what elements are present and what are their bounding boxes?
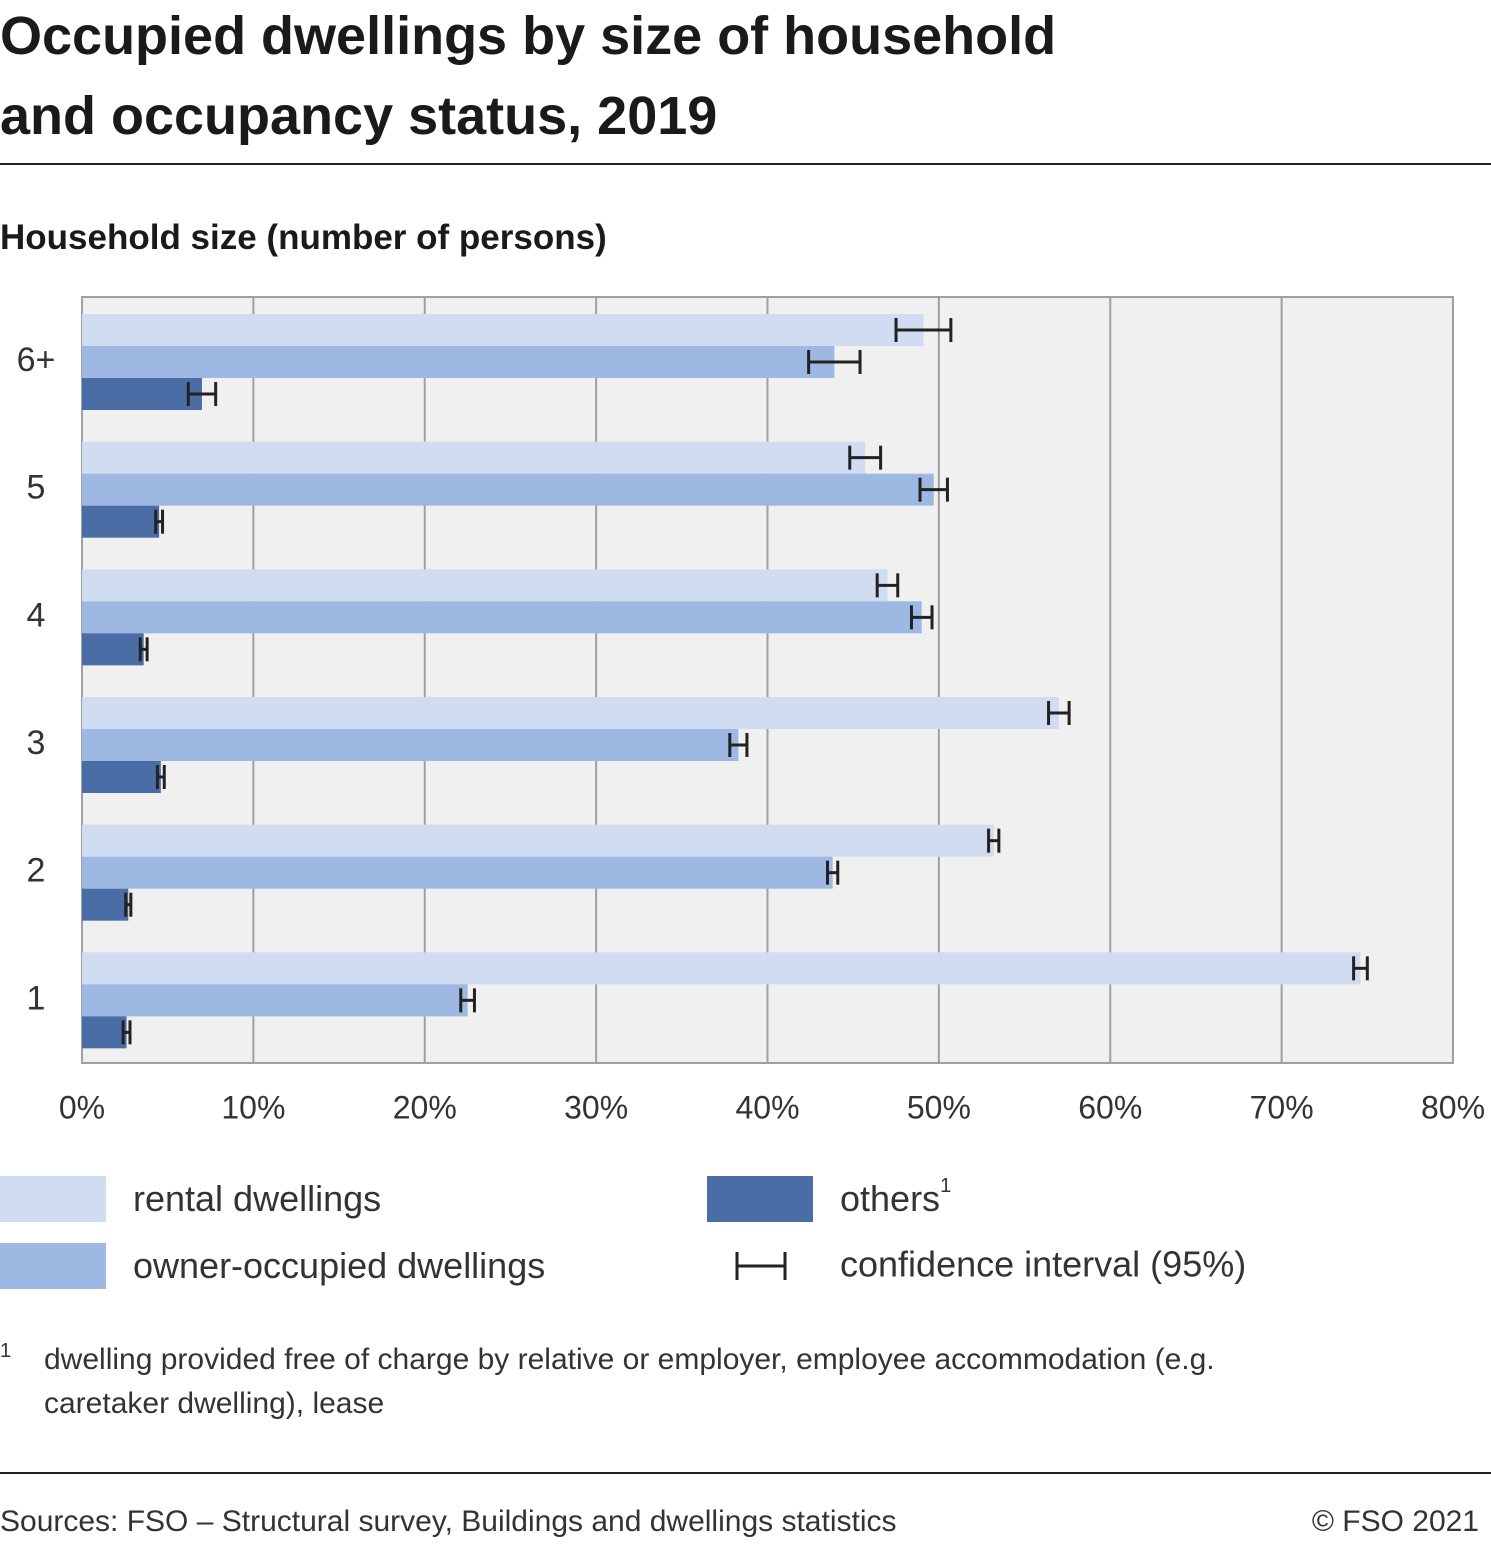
bar bbox=[82, 505, 160, 538]
error-bar bbox=[909, 605, 934, 630]
legend-swatch bbox=[0, 1243, 106, 1289]
bar bbox=[82, 441, 866, 474]
error-bar bbox=[728, 733, 749, 757]
bar bbox=[82, 729, 739, 761]
error-bar bbox=[1352, 956, 1369, 981]
legend-label: rental dwellings bbox=[133, 1178, 381, 1219]
legend-error-icon bbox=[735, 1252, 787, 1280]
legend-swatch bbox=[707, 1176, 813, 1222]
error-bar bbox=[155, 765, 166, 789]
footnote-text: dwelling provided free of charge by rela… bbox=[44, 1343, 1215, 1420]
bar bbox=[82, 984, 468, 1017]
y-tick-label: 1 bbox=[27, 979, 46, 1017]
y-axis-label: Household size (number of persons) bbox=[0, 218, 607, 257]
y-tick-label: 4 bbox=[27, 596, 46, 634]
y-tick-label: 5 bbox=[27, 469, 46, 507]
bar bbox=[82, 473, 934, 506]
error-bar bbox=[1047, 701, 1071, 725]
bar bbox=[82, 824, 994, 857]
chart-title: Occupied dwellings by size of household … bbox=[0, 6, 1057, 146]
bar bbox=[82, 569, 888, 602]
footnote-marker: 1 bbox=[0, 1340, 12, 1362]
bar bbox=[82, 314, 924, 346]
y-tick-label: 6+ bbox=[17, 341, 56, 379]
error-bar bbox=[459, 988, 476, 1013]
rule bbox=[0, 163, 1491, 165]
error-bar bbox=[154, 509, 165, 534]
error-bar bbox=[124, 892, 133, 917]
error-bar bbox=[987, 828, 1001, 853]
legend-label: confidence interval (95%) bbox=[840, 1244, 1246, 1285]
error-bar bbox=[875, 573, 900, 598]
error-bar bbox=[121, 1020, 132, 1045]
bar bbox=[82, 1016, 127, 1049]
x-tick-label: 0% bbox=[59, 1089, 105, 1125]
bar bbox=[82, 346, 835, 378]
x-tick-label: 10% bbox=[221, 1089, 285, 1125]
bar bbox=[82, 761, 161, 793]
error-bar bbox=[825, 860, 840, 885]
error-bar bbox=[918, 477, 949, 502]
bar bbox=[82, 856, 833, 889]
y-tick-label: 2 bbox=[27, 852, 46, 890]
y-tick-label: 3 bbox=[27, 724, 46, 762]
legend-label: owner-occupied dwellings bbox=[133, 1245, 545, 1286]
x-tick-label: 50% bbox=[907, 1089, 971, 1125]
legend-name: owner-occupied dwellings bbox=[133, 1245, 545, 1286]
bar bbox=[82, 378, 202, 410]
bar bbox=[82, 888, 129, 921]
x-tick-label: 20% bbox=[393, 1089, 457, 1125]
error-bar bbox=[894, 318, 953, 342]
x-tick-label: 40% bbox=[735, 1089, 799, 1125]
bar bbox=[82, 697, 1059, 729]
error-bar bbox=[138, 637, 149, 662]
legend-label: others1 bbox=[840, 1175, 951, 1218]
bar bbox=[82, 952, 1361, 985]
rule bbox=[0, 1472, 1491, 1474]
copyright: © FSO 2021 bbox=[1311, 1505, 1479, 1538]
error-bar bbox=[807, 350, 862, 374]
error-bar bbox=[848, 445, 883, 470]
legend-name: rental dwellings bbox=[133, 1178, 381, 1219]
bar bbox=[82, 633, 144, 666]
legend-note: 1 bbox=[940, 1175, 951, 1197]
legend-swatch bbox=[0, 1176, 106, 1222]
error-bar bbox=[186, 382, 218, 406]
plot-border bbox=[81, 296, 1454, 1064]
legend-name: others bbox=[840, 1178, 940, 1219]
x-tick-label: 60% bbox=[1078, 1089, 1142, 1125]
bar bbox=[82, 601, 922, 634]
x-tick-label: 80% bbox=[1421, 1089, 1485, 1125]
x-tick-label: 30% bbox=[564, 1089, 628, 1125]
x-tick-label: 70% bbox=[1250, 1089, 1314, 1125]
source: Sources: FSO – Structural survey, Buildi… bbox=[0, 1505, 897, 1538]
